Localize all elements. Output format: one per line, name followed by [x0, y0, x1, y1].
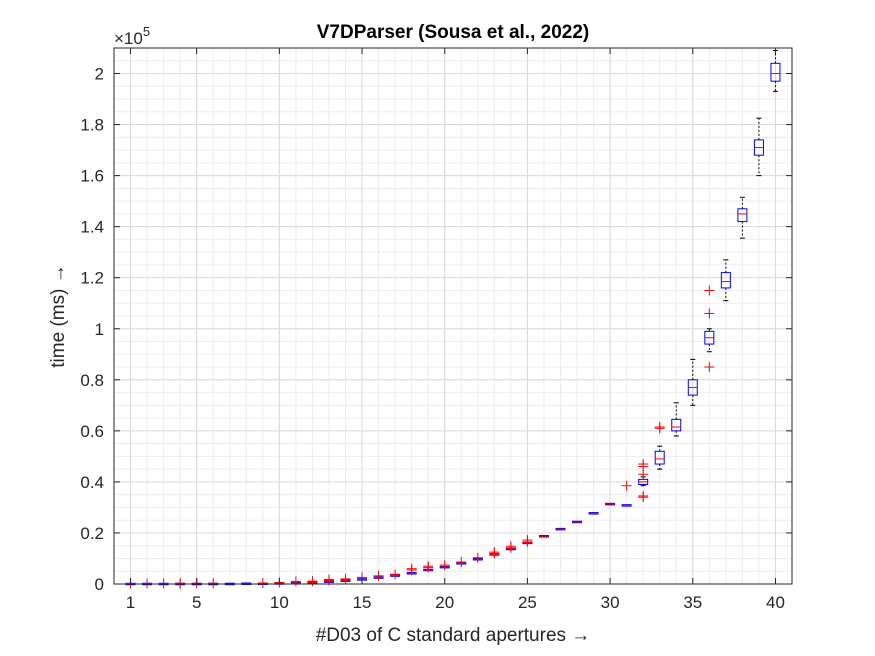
y-tick-label: 1.2: [80, 269, 104, 288]
y-tick-label: 1.6: [80, 167, 104, 186]
y-tick-label: 0.4: [80, 473, 104, 492]
box: [737, 208, 748, 223]
y-tick-label: 0: [95, 575, 104, 594]
box-x37: [720, 259, 731, 302]
box-x38: [737, 196, 748, 239]
box-x35: [687, 358, 698, 406]
outlier-marker: [505, 542, 516, 553]
outlier-marker: [423, 562, 434, 573]
outlier-marker: [489, 548, 500, 559]
outlier-marker: [638, 459, 649, 470]
y-tick-label: 0.6: [80, 422, 104, 441]
outlier-marker: [638, 492, 649, 503]
box-x40: [770, 50, 781, 92]
y-tick-label: 1: [95, 320, 104, 339]
y-exponent-label: ×105: [114, 24, 150, 48]
outlier-marker: [439, 560, 450, 571]
outlier-marker: [522, 536, 533, 547]
y-axis-label: time (ms) →: [48, 264, 69, 367]
box-x30: [605, 502, 616, 506]
x-tick-label: 40: [766, 593, 785, 612]
x-tick-label: 15: [353, 593, 372, 612]
box-series: [125, 50, 781, 586]
box-x39: [753, 117, 764, 177]
y-tick-label: 2: [95, 65, 104, 84]
x-tick-label: 25: [518, 593, 537, 612]
y-exponent-power: 5: [143, 24, 150, 39]
x-tick-label: 20: [435, 593, 454, 612]
y-tick-label: 1.8: [80, 116, 104, 135]
x-tick-label: 1: [126, 593, 135, 612]
outlier-marker: [390, 569, 401, 580]
outlier-marker: [257, 577, 268, 588]
x-tick-label: 10: [270, 593, 289, 612]
outlier-marker: [472, 552, 483, 563]
outlier-marker: [208, 578, 219, 589]
outlier-marker: [456, 557, 467, 568]
outlier-marker: [621, 480, 632, 491]
outlier-marker: [142, 578, 153, 589]
chart-title: V7DParser (Sousa et al., 2022): [317, 22, 589, 43]
y-exponent-base: ×10: [114, 29, 143, 48]
outlier-series: [125, 285, 715, 589]
y-tick-label: 0.8: [80, 371, 104, 390]
box-x36: [704, 328, 715, 353]
box-x28: [572, 520, 583, 524]
x-tick-label: 5: [192, 593, 201, 612]
outlier-marker: [307, 576, 318, 587]
outlier-marker: [373, 570, 384, 581]
box-x34: [671, 402, 682, 437]
plot-area-frame: [113, 47, 793, 585]
outlier-marker: [340, 573, 351, 584]
major-grid: [114, 48, 792, 585]
outlier-marker: [406, 563, 417, 574]
y-tick-labels: 0 0.2 0.4 0.6 0.8 1 1.2 1.4 1.6 1.8 2: [80, 65, 104, 594]
y-tick-label: 0.2: [80, 524, 104, 543]
box: [770, 62, 781, 82]
x-axis-label: #D03 of C standard apertures →: [316, 625, 591, 646]
box: [720, 272, 731, 289]
x-tick-label: 30: [601, 593, 620, 612]
box-x31: [621, 504, 632, 507]
y-tick-label: 1.4: [80, 218, 104, 237]
x-tick-label: 35: [683, 593, 702, 612]
x-tick-labels: 1 5 10 15 20 25 30 35 40: [126, 593, 785, 612]
outlier-marker: [704, 362, 715, 373]
outlier-marker: [638, 469, 649, 480]
box: [671, 418, 682, 432]
box: [654, 450, 665, 465]
outlier-marker: [704, 285, 715, 296]
outlier-marker: [704, 308, 715, 319]
outlier-marker: [654, 422, 665, 433]
box-x29: [588, 512, 599, 515]
outlier-marker: [158, 578, 169, 589]
box-x27: [555, 527, 566, 531]
box-x33: [654, 445, 665, 470]
axis-ticks: [114, 48, 792, 585]
minor-grid: [114, 48, 792, 584]
box-x26: [538, 535, 549, 538]
outlier-marker: [290, 576, 301, 587]
